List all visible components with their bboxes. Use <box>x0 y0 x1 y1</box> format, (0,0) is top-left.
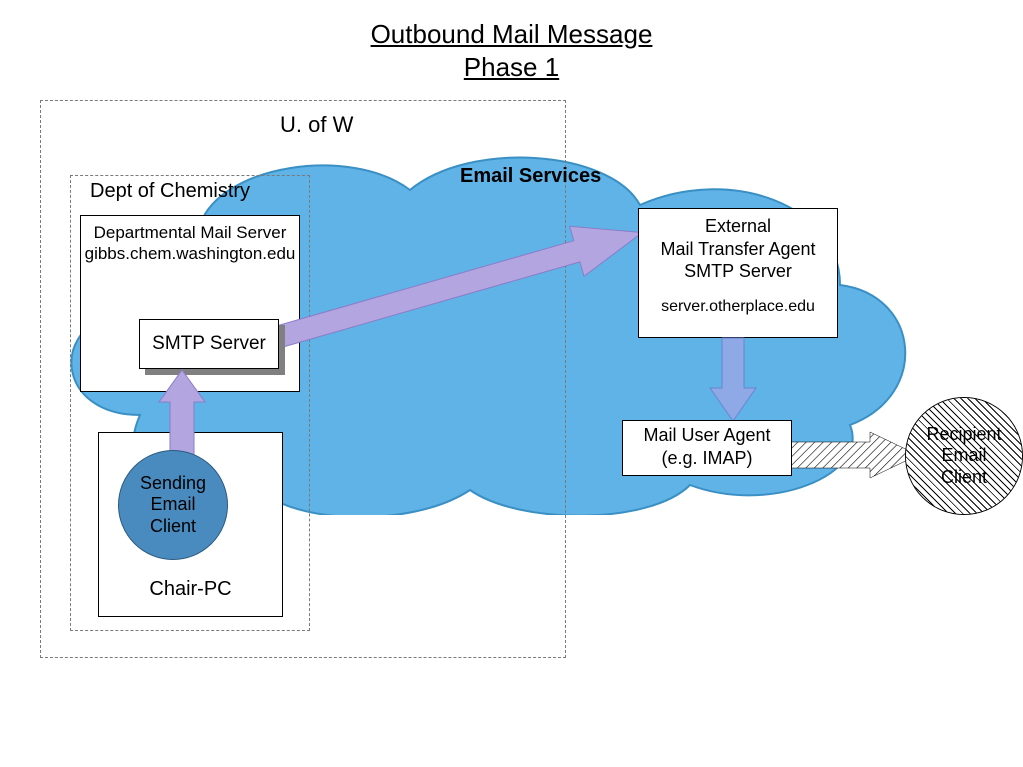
recipient-line2: Email <box>941 445 986 465</box>
recipient-line3: Client <box>941 467 987 487</box>
external-line3: SMTP Server <box>639 260 837 283</box>
external-host: server.otherplace.edu <box>639 297 837 317</box>
title-line1: Outbound Mail Message <box>371 19 653 49</box>
recipient-line1: Recipient <box>926 424 1001 444</box>
sending-email-client-circle: Sending Email Client <box>118 450 228 560</box>
mua-line2: (e.g. IMAP) <box>623 447 791 470</box>
arrow-external-to-mua <box>708 338 758 423</box>
dept-mail-line2: gibbs.chem.washington.edu <box>85 244 296 263</box>
smtp-server-label: SMTP Server <box>152 333 266 355</box>
dept-mail-line1: Departmental Mail Server <box>94 223 287 242</box>
mail-user-agent-box: Mail User Agent (e.g. IMAP) <box>622 420 792 476</box>
recipient-email-client-circle: Recipient Email Client <box>905 397 1023 515</box>
chair-pc-label: Chair-PC <box>98 578 283 601</box>
email-services-label: Email Services <box>460 165 601 188</box>
recipient-text: Recipient Email Client <box>906 398 1022 514</box>
diagram-title: Outbound Mail Message Phase 1 <box>0 18 1023 83</box>
mua-line1: Mail User Agent <box>623 424 791 447</box>
smtp-server-box: SMTP Server <box>139 319 279 369</box>
external-mta-box: External Mail Transfer Agent SMTP Server… <box>638 208 838 338</box>
sending-line1: Sending <box>140 473 206 493</box>
title-line2: Phase 1 <box>464 52 559 82</box>
dept-label: Dept of Chemistry <box>90 180 250 203</box>
sending-line2: Email <box>150 494 195 514</box>
external-line1: External <box>639 215 837 238</box>
sending-line3: Client <box>150 516 196 536</box>
uofw-label: U. of W <box>280 112 353 138</box>
external-line2: Mail Transfer Agent <box>639 238 837 261</box>
dept-mail-server-text: Departmental Mail Server gibbs.chem.wash… <box>80 222 300 265</box>
